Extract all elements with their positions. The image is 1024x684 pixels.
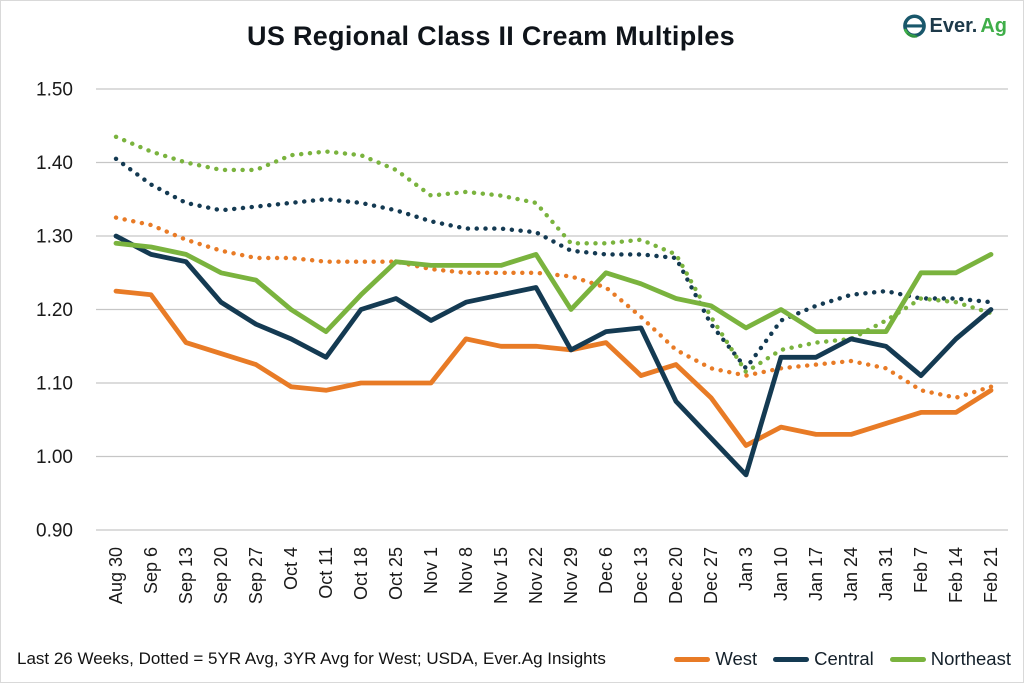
- x-axis-label: Feb 14: [946, 547, 966, 603]
- y-axis-label: 1.30: [36, 227, 73, 248]
- x-axis-label: Sep 20: [211, 547, 231, 604]
- x-axis-label: Oct 18: [351, 547, 371, 600]
- page-title: US Regional Class II Cream Multiples: [247, 21, 735, 51]
- legend-item-northeast: Northeast: [889, 648, 1011, 670]
- central-avg-dotted-line: [113, 156, 994, 371]
- everag-logo-icon: [902, 14, 926, 38]
- x-axis-label: Jan 24: [841, 547, 861, 601]
- x-axis-label: Jan 3: [736, 547, 756, 591]
- legend-item-central: Central: [773, 648, 874, 670]
- x-axis-label: Nov 1: [421, 547, 441, 594]
- x-axis-label: Jan 31: [876, 547, 896, 601]
- y-axis-label: 1.40: [36, 153, 73, 174]
- logo-text-ag: Ag: [980, 15, 1007, 37]
- x-axis-label: Dec 27: [701, 547, 721, 604]
- x-axis-label: Nov 22: [526, 547, 546, 604]
- central-line-swatch: [773, 656, 810, 662]
- y-axis-label: 0.90: [36, 521, 73, 542]
- x-axis-label: Sep 13: [176, 547, 196, 604]
- footnote: Last 26 Weeks, Dotted = 5YR Avg, 3YR Avg…: [17, 649, 606, 668]
- x-axis-label: Sep 27: [246, 547, 266, 604]
- y-axis-label: 1.00: [36, 447, 73, 468]
- legend: West Central Northeast: [674, 648, 1011, 670]
- west-line: [113, 288, 994, 448]
- x-axis-label: Jan 17: [806, 547, 826, 601]
- x-axis-label: Dec 13: [631, 547, 651, 604]
- logo-text-ever: Ever.: [929, 15, 978, 37]
- x-axis-label: Aug 30: [106, 547, 126, 604]
- x-axis-label: Feb 21: [981, 547, 1001, 603]
- y-axis-label: 1.10: [36, 374, 73, 395]
- footer: Last 26 Weeks, Dotted = 5YR Avg, 3YR Avg…: [17, 643, 1011, 675]
- x-axis-label: Dec 20: [666, 547, 686, 604]
- legend-label: Northeast: [930, 648, 1011, 669]
- y-axis-label: 1.50: [36, 80, 73, 101]
- x-axis-label: Dec 6: [596, 547, 616, 594]
- everag-logo: Ever. Ag: [902, 14, 1007, 39]
- legend-item-west: West: [674, 648, 757, 670]
- x-axis-label: Nov 8: [456, 547, 476, 594]
- x-axis-label: Oct 11: [316, 547, 336, 599]
- x-axis-label: Feb 7: [911, 547, 931, 593]
- west-line-swatch: [674, 656, 711, 662]
- x-axis-label: Oct 25: [386, 547, 406, 600]
- x-axis-label: Nov 29: [561, 547, 581, 604]
- northeast-line: [113, 240, 994, 334]
- northeast-line-swatch: [889, 656, 926, 662]
- legend-label: Central: [814, 648, 874, 669]
- y-axis-label: 1.20: [36, 300, 73, 321]
- west-avg-dotted-line: [113, 215, 994, 400]
- legend-label: West: [715, 648, 758, 669]
- x-axis-label: Oct 4: [281, 547, 301, 590]
- central-line: [113, 233, 994, 478]
- x-axis-label: Nov 15: [491, 547, 511, 604]
- northeast-avg-dotted-line: [113, 134, 994, 375]
- x-axis-label: Sep 6: [141, 547, 161, 594]
- x-axis-label: Jan 10: [771, 547, 791, 601]
